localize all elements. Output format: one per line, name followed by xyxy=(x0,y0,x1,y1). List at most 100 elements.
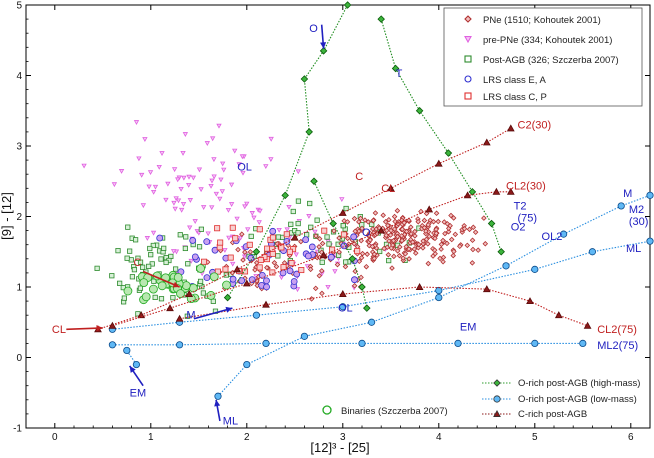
prepne-point xyxy=(165,181,171,187)
track-line xyxy=(112,240,651,330)
postagb-point xyxy=(158,256,164,262)
prepne-point xyxy=(180,202,187,207)
annotation-label: C xyxy=(134,257,142,269)
track-point xyxy=(391,64,400,73)
postagb-point xyxy=(121,295,127,301)
pne-point xyxy=(352,228,359,235)
prepne-point xyxy=(187,198,194,203)
y-tick-label: 0 xyxy=(16,353,22,364)
postagb-point xyxy=(295,220,301,227)
postagb-point xyxy=(158,296,165,302)
pne-point xyxy=(359,225,365,232)
pne-point xyxy=(247,249,254,255)
prepne-point xyxy=(180,151,186,156)
legend-top: PNe (1510; Kohoutek 2001) pre-PNe (334; … xyxy=(443,7,643,107)
pne-point xyxy=(380,212,386,219)
pne-point xyxy=(386,238,392,244)
pne-point xyxy=(403,243,410,250)
prepne-point xyxy=(325,284,331,290)
track-point xyxy=(502,262,510,270)
pne-point xyxy=(425,222,431,228)
pne-point xyxy=(389,265,395,271)
pne-point xyxy=(298,238,304,245)
annotation-label: CL2(75) xyxy=(597,324,637,336)
binary-point xyxy=(176,289,185,298)
track-point xyxy=(468,188,477,196)
prepne-point xyxy=(159,151,165,156)
track-point xyxy=(463,191,472,199)
prepne-point xyxy=(140,203,147,209)
prepne-point xyxy=(196,167,203,173)
pne-point xyxy=(415,218,421,225)
prepne-point xyxy=(220,161,226,167)
track-point xyxy=(233,265,242,273)
legend-binaries: Binaries (Szczerba 2007) xyxy=(322,405,448,417)
annotation-label: T2 xyxy=(514,200,527,212)
pne-point xyxy=(365,219,372,225)
pne-point xyxy=(342,263,349,270)
postagb-point xyxy=(117,280,123,286)
binary-point xyxy=(196,264,206,273)
postagb-point xyxy=(248,233,254,239)
prepne-point xyxy=(208,183,214,189)
track-point xyxy=(358,339,366,347)
track-point xyxy=(444,149,453,157)
track-point xyxy=(305,128,313,136)
track-point xyxy=(329,219,337,228)
annotation-label: (30) xyxy=(629,216,649,228)
annotation-label: CL xyxy=(381,183,395,195)
lrs-ea-point xyxy=(327,253,335,261)
legend-marker xyxy=(493,379,501,387)
pne-point xyxy=(421,217,428,224)
lrs-ea-point xyxy=(351,276,358,284)
legend-hm-label: O-rich post-AGB (high-mass) xyxy=(518,378,640,389)
lrs-ea-point xyxy=(304,252,312,260)
postagb-point xyxy=(183,234,189,240)
pne-point xyxy=(435,218,441,225)
prepne-point xyxy=(175,198,182,204)
prepne-point xyxy=(306,214,312,219)
prepne-point xyxy=(152,184,159,190)
pne-point xyxy=(409,239,416,245)
track-point xyxy=(123,346,131,355)
postagb-point xyxy=(290,208,296,215)
annotation-label: CL xyxy=(52,324,66,336)
lrs-cp-point xyxy=(256,226,263,233)
postagb-point xyxy=(124,255,130,261)
track-point xyxy=(300,75,309,83)
annotation-label: ML2(75) xyxy=(597,340,638,352)
pne-point xyxy=(357,215,364,222)
pne-point xyxy=(344,219,351,225)
lrs-cp-point xyxy=(222,266,229,273)
prepne-point xyxy=(293,252,299,258)
legend-bottom: O-rich post-AGB (high-mass) O-rich post-… xyxy=(482,378,640,420)
track-point xyxy=(290,233,299,241)
lrs-cp-point xyxy=(340,231,347,238)
pne-point xyxy=(316,272,323,279)
binary-point xyxy=(173,272,183,282)
annotation-label: M xyxy=(623,188,632,200)
prepne-point xyxy=(209,136,216,142)
pne-point xyxy=(313,233,319,239)
annotation-label: O xyxy=(362,227,371,239)
annotation-arrowhead xyxy=(129,365,136,373)
pne-point xyxy=(369,243,376,250)
binary-point xyxy=(222,280,231,290)
lrs-ea-point xyxy=(308,243,316,251)
pne-point xyxy=(412,250,419,256)
track-point xyxy=(435,286,443,295)
track-point xyxy=(506,124,515,132)
pne-point xyxy=(252,267,258,273)
prepne-point xyxy=(170,249,177,254)
track-point xyxy=(108,321,117,329)
pne-point xyxy=(469,260,476,266)
pne-point xyxy=(430,253,436,259)
track-point xyxy=(531,339,539,347)
prepne-point xyxy=(171,200,177,206)
prepne-point xyxy=(178,207,185,213)
legend-bottom-markers xyxy=(482,379,512,417)
postagb-point xyxy=(308,224,314,230)
track-point xyxy=(185,290,194,298)
annotation-arrow xyxy=(193,307,233,320)
track-line xyxy=(97,127,512,330)
